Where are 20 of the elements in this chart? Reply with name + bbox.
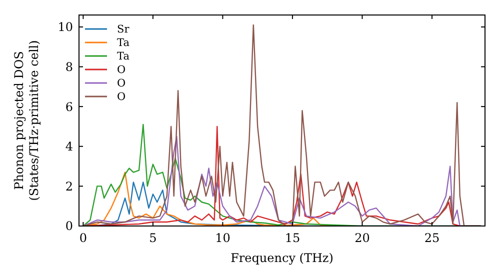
- y-axis-title: Phonon projected DOS (States/THz·primitive cell): [12, 40, 41, 201]
- x-tick-label: 5: [149, 231, 157, 245]
- x-tick-label: 0: [79, 231, 88, 245]
- y-tick-label: 10: [58, 20, 73, 34]
- legend-label: O: [117, 64, 126, 76]
- y-tick-label: 4: [65, 140, 74, 154]
- y-tick-label: 8: [65, 60, 73, 74]
- y-tick-label: 0: [65, 219, 73, 234]
- x-tick-label: 25: [424, 231, 440, 245]
- legend-label: Ta: [117, 50, 130, 63]
- legend-label: O: [117, 91, 126, 104]
- y-tick-label: 2: [65, 179, 73, 194]
- x-tick-label: 20: [354, 231, 370, 245]
- legend-label: O: [117, 78, 126, 90]
- x-tick-label: 15: [284, 231, 300, 245]
- legend-label: Sr: [117, 24, 130, 36]
- x-axis-title: Frequency (THz): [230, 251, 334, 265]
- x-tick-label: 10: [215, 231, 230, 245]
- y-tick-label: 6: [65, 100, 73, 114]
- legend-label: Ta: [117, 37, 130, 50]
